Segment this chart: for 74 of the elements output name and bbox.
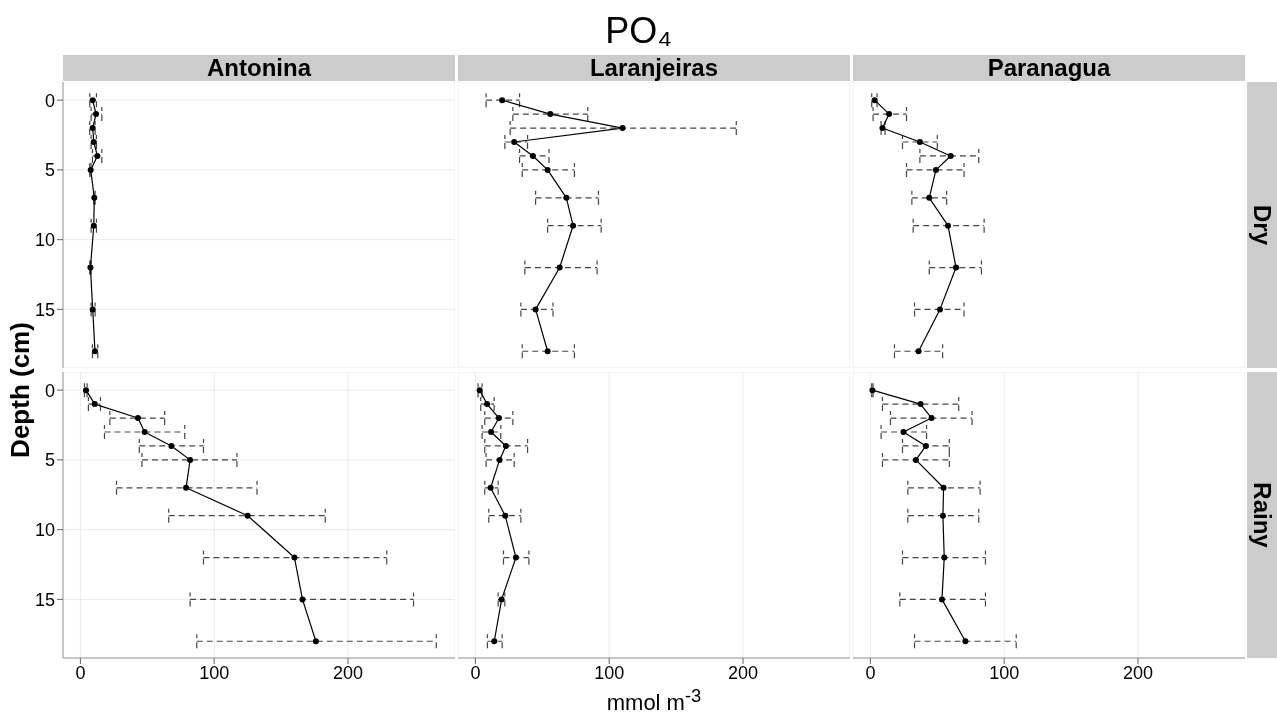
- y-tick-label: 5: [44, 450, 55, 471]
- x-tick-label: 200: [332, 662, 363, 683]
- point: [502, 442, 509, 449]
- point: [495, 415, 502, 422]
- point: [916, 138, 923, 145]
- point: [940, 484, 947, 491]
- y-tick-label: 15: [34, 589, 55, 610]
- x-tick-label: 0: [470, 662, 481, 683]
- point: [544, 166, 551, 173]
- point: [912, 456, 919, 463]
- point: [944, 222, 951, 229]
- y-tick-label: 0: [44, 90, 55, 111]
- point: [291, 554, 298, 561]
- point: [244, 512, 251, 519]
- chart-subtitle: Laranjeiras: [458, 54, 850, 81]
- y-axis-title: Depth (cm): [4, 322, 36, 458]
- point: [900, 428, 907, 435]
- point: [544, 348, 551, 355]
- point: [529, 152, 536, 159]
- point: [512, 554, 519, 561]
- point: [922, 442, 929, 449]
- point: [488, 428, 495, 435]
- point: [915, 348, 922, 355]
- point: [941, 554, 948, 561]
- point: [168, 442, 175, 449]
- point: [556, 264, 563, 271]
- point: [532, 306, 539, 313]
- point: [570, 222, 577, 229]
- point: [619, 125, 626, 132]
- chart-title: PO₄: [604, 10, 673, 52]
- y-tick-label: 0: [44, 380, 55, 401]
- point: [953, 264, 960, 271]
- point: [917, 401, 924, 408]
- point: [938, 596, 945, 603]
- chart-subtitle: Antonina: [63, 54, 455, 81]
- point: [547, 111, 554, 118]
- point: [312, 638, 319, 645]
- point: [484, 401, 491, 408]
- point: [183, 484, 190, 491]
- point: [947, 152, 954, 159]
- x-tick-label: 0: [75, 662, 86, 683]
- point: [141, 428, 148, 435]
- point: [487, 484, 494, 491]
- point: [939, 512, 946, 519]
- text: Dry: [1248, 204, 1276, 246]
- point: [187, 456, 194, 463]
- x-tick-label: 100: [989, 662, 1020, 683]
- point: [563, 194, 570, 201]
- y-tick-label: 5: [44, 160, 55, 181]
- point: [511, 138, 518, 145]
- x-tick-label: 100: [199, 662, 230, 683]
- text: Rainy: [1248, 482, 1276, 548]
- point: [932, 166, 939, 173]
- point: [491, 638, 498, 645]
- x-tick-label: 0: [865, 662, 876, 683]
- x-axis-title: mmol m$^{-3}$: [605, 684, 703, 714]
- point: [91, 401, 98, 408]
- point: [502, 512, 509, 519]
- point: [928, 415, 935, 422]
- x-tick-label: 200: [1122, 662, 1153, 683]
- point: [936, 306, 943, 313]
- point: [926, 194, 933, 201]
- y-tick-label: 10: [34, 520, 55, 541]
- point: [299, 596, 306, 603]
- point: [886, 111, 893, 118]
- point: [496, 456, 503, 463]
- x-tick-label: 200: [727, 662, 758, 683]
- point: [962, 638, 969, 645]
- y-tick-label: 15: [34, 299, 55, 320]
- y-tick-label: 10: [34, 230, 55, 251]
- point: [499, 97, 506, 104]
- x-tick-label: 100: [594, 662, 625, 683]
- point: [134, 415, 141, 422]
- chart-subtitle: Paranagua: [853, 54, 1245, 81]
